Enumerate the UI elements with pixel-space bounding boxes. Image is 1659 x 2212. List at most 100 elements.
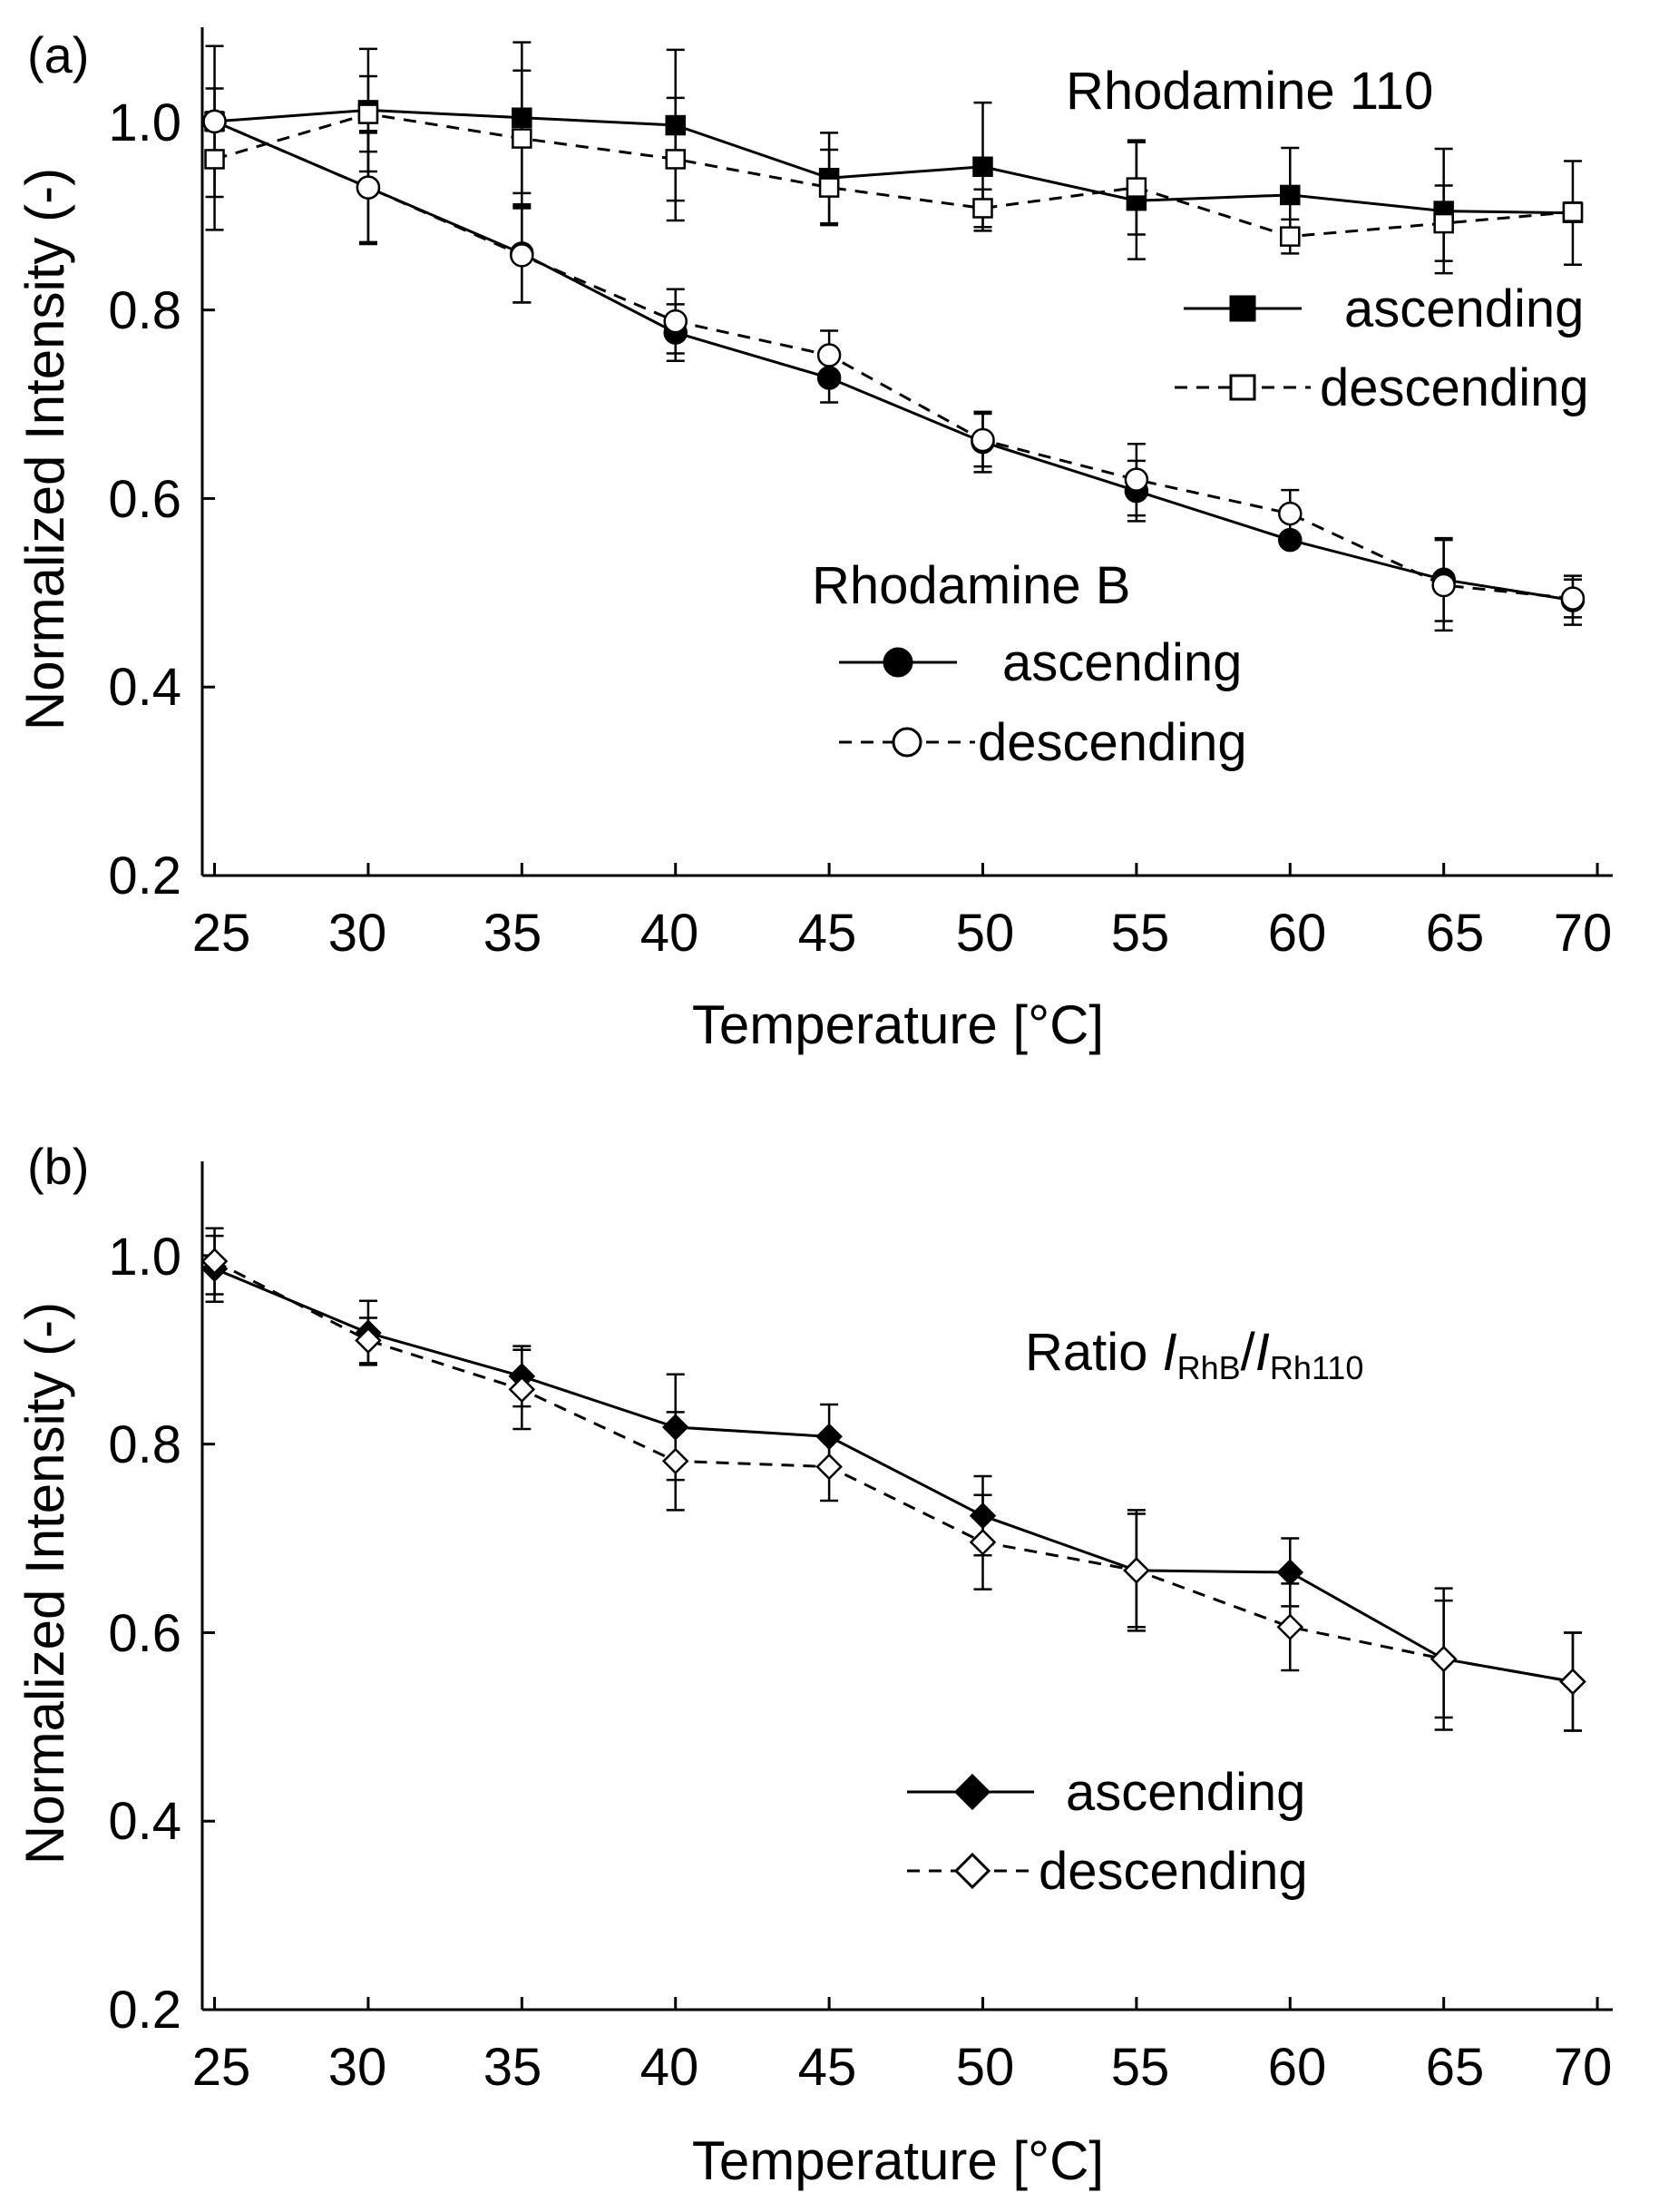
legend-open-circle-icon bbox=[892, 727, 922, 758]
legend-label: ascending bbox=[1344, 279, 1584, 338]
ratio-prefix: Ratio bbox=[1025, 1323, 1163, 1382]
panel-b-x-tick-label: 25 bbox=[192, 2038, 251, 2097]
data-point-circle bbox=[971, 427, 995, 453]
data-point-square bbox=[1280, 226, 1301, 247]
panel-a-y-ticks: 0.2 0.4 0.6 0.8 1.0 bbox=[108, 93, 181, 905]
panel-b-x-tick-label: 30 bbox=[328, 2038, 387, 2097]
panel-b-x-tick-label: 45 bbox=[798, 2038, 857, 2097]
panel-a-y-tick-label: 0.8 bbox=[108, 281, 181, 340]
data-point-circle bbox=[1124, 467, 1149, 492]
data-point-diamond bbox=[508, 1375, 536, 1404]
data-point-circle bbox=[1431, 573, 1456, 598]
legend-label: descending bbox=[1039, 1842, 1308, 1901]
data-point-circle bbox=[356, 175, 381, 200]
legend-open-diamond-icon bbox=[953, 1852, 991, 1890]
panel-b-x-tick-label: 50 bbox=[956, 2038, 1015, 2097]
data-point-circle bbox=[1560, 586, 1586, 611]
data-point-diamond bbox=[1276, 1613, 1304, 1640]
legend-open-square-icon bbox=[1229, 374, 1256, 401]
panel-a-label: (a) bbox=[27, 26, 89, 83]
panel-b-y-tick-label: 0.6 bbox=[108, 1604, 181, 1663]
panel-b-x-tick-label: 60 bbox=[1268, 2038, 1327, 2097]
panel-b-y-ticks: 0.2 0.4 0.6 0.8 1.0 bbox=[108, 1228, 181, 2040]
panel-a-y-tick-label: 0.2 bbox=[108, 847, 181, 905]
ratio-separator: / bbox=[1241, 1323, 1256, 1382]
data-point-square bbox=[1433, 212, 1454, 234]
series-rhodamine-110-descending bbox=[204, 69, 1584, 262]
series-ratio-descending bbox=[200, 1227, 1586, 1732]
panel-a-x-tick-label: 40 bbox=[640, 904, 699, 963]
legend-item-rhb-ascending: ascending bbox=[839, 633, 1242, 692]
panel-b-label: (b) bbox=[27, 1138, 89, 1195]
data-point-square bbox=[204, 149, 225, 170]
panel-b-x-tick-label: 35 bbox=[483, 2038, 542, 2097]
panel-b: (b) 0.2 0.4 0.6 0.8 1.0 25 30 35 40 45 5… bbox=[15, 1138, 1613, 2191]
legend-filled-diamond-icon bbox=[953, 1773, 991, 1811]
series-line bbox=[214, 120, 1574, 601]
data-point-diamond bbox=[815, 1453, 843, 1481]
panel-a-x-tick-label: 25 bbox=[192, 904, 251, 963]
series-line bbox=[214, 1267, 1574, 1683]
panel-b-y-tick-label: 1.0 bbox=[108, 1228, 181, 1287]
panel-a: (a) 0.2 0.4 0.6 0.8 1.0 25 30 35 40 45 5… bbox=[15, 26, 1613, 1055]
panel-a-x-tick-label: 65 bbox=[1426, 904, 1485, 963]
ratio-denominator: I bbox=[1255, 1323, 1270, 1382]
data-point-diamond bbox=[1123, 1557, 1150, 1584]
panel-a-x-tick-label: 60 bbox=[1268, 904, 1327, 963]
panel-a-y-axis-title: Normalized Intensity (-) bbox=[15, 168, 75, 730]
data-point-square bbox=[1562, 201, 1584, 222]
panel-b-x-axis-title: Temperature [°C] bbox=[692, 2130, 1104, 2191]
data-point-diamond bbox=[661, 1447, 689, 1475]
panel-a-x-tick-label: 55 bbox=[1111, 904, 1170, 963]
legend-item-rh110-descending: descending bbox=[1175, 358, 1589, 417]
panel-a-x-tick-label: 50 bbox=[956, 904, 1015, 963]
legend-item-ratio-ascending: ascending bbox=[907, 1763, 1305, 1822]
ratio-numerator: I bbox=[1163, 1323, 1177, 1382]
legend-label: descending bbox=[978, 713, 1247, 772]
legend-label: ascending bbox=[1002, 633, 1242, 692]
panel-a-x-tick-label: 70 bbox=[1554, 904, 1613, 963]
data-point-circle bbox=[1278, 501, 1303, 526]
legend-filled-circle-icon bbox=[883, 647, 913, 678]
panel-a-x-axis-title: Temperature [°C] bbox=[692, 994, 1104, 1055]
data-point-diamond bbox=[969, 1528, 997, 1556]
data-point-circle bbox=[663, 308, 688, 334]
ratio-numerator-subscript: RhB bbox=[1177, 1349, 1241, 1386]
legend-item-rhb-descending: descending bbox=[839, 713, 1247, 772]
series-title-rhodamine-110: Rhodamine 110 bbox=[1066, 62, 1433, 121]
panel-b-axes bbox=[200, 1161, 1613, 2011]
data-point-square bbox=[1280, 184, 1301, 206]
panel-a-x-ticks: 25 30 35 40 45 50 55 60 65 70 bbox=[192, 904, 1613, 963]
data-point-circle bbox=[816, 343, 842, 367]
data-point-circle bbox=[510, 243, 534, 268]
series-line bbox=[213, 1259, 1574, 1683]
data-point-square bbox=[357, 103, 379, 124]
panel-b-legend: ascending descending bbox=[907, 1763, 1308, 1901]
panel-a-plot-area bbox=[202, 41, 1586, 632]
legend-label: ascending bbox=[1066, 1763, 1305, 1822]
panel-b-x-tick-label: 55 bbox=[1111, 2038, 1170, 2097]
ratio-denominator-subscript: Rh110 bbox=[1270, 1349, 1363, 1386]
data-point-square bbox=[665, 149, 686, 170]
panel-b-y-tick-label: 0.8 bbox=[108, 1415, 181, 1474]
data-point-diamond bbox=[200, 1248, 229, 1275]
panel-b-x-tick-label: 65 bbox=[1426, 2038, 1485, 2097]
data-point-circle bbox=[202, 109, 227, 134]
data-point-diamond bbox=[1559, 1668, 1586, 1696]
panel-a-y-tick-label: 0.4 bbox=[108, 658, 181, 717]
panel-a-y-tick-label: 1.0 bbox=[108, 93, 181, 152]
panel-a-x-tick-label: 35 bbox=[483, 904, 542, 963]
panel-a-x-tick-label: 45 bbox=[798, 904, 857, 963]
panel-a-y-tick-label: 0.6 bbox=[108, 470, 181, 529]
panel-b-y-tick-label: 0.4 bbox=[108, 1792, 181, 1851]
panel-b-x-tick-label: 70 bbox=[1554, 2038, 1613, 2097]
data-point-square bbox=[512, 128, 532, 149]
panel-b-plot-area bbox=[200, 1227, 1586, 1732]
panel-b-y-axis-title: Normalized Intensity (-) bbox=[15, 1302, 75, 1865]
data-point-square bbox=[972, 156, 993, 178]
ratio-annotation: Ratio IRhB/IRh110 bbox=[1025, 1323, 1363, 1386]
data-point-square bbox=[1126, 177, 1147, 198]
data-point-square bbox=[972, 198, 993, 219]
data-point-square bbox=[818, 177, 840, 198]
